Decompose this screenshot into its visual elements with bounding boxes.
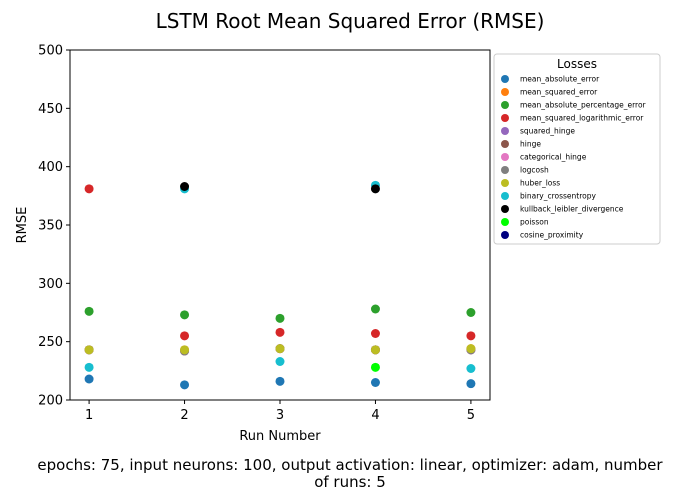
data-point-poisson (370, 362, 380, 372)
x-tick-label: 5 (467, 408, 475, 423)
x-tick-label: 2 (180, 408, 188, 423)
legend-label: kullback_leibler_divergence (520, 205, 624, 214)
legend-box (493, 53, 661, 245)
data-point-binary_crossentropy (466, 364, 476, 373)
data-point-mean_absolute_percentage_error (84, 306, 94, 316)
data-point-mean_squared_logarithmic_error (180, 331, 190, 341)
chart-title: LSTM Root Mean Squared Error (RMSE) (156, 9, 545, 33)
data-point-huber_loss (466, 344, 476, 354)
legend-label: huber_loss (520, 179, 560, 188)
data-point-huber_loss (275, 344, 285, 354)
legend-label: squared_hinge (520, 127, 575, 136)
data-point-mean_absolute_error (370, 378, 380, 387)
caption-line-2: of runs: 5 (314, 473, 386, 491)
legend: Losses mean_absolute_error mean_squared_e… (493, 53, 661, 245)
plot-area: 1 2 3 4 5 200 250 300 350 400 450 500 (38, 44, 491, 423)
caption-line-1: epochs: 75, input neurons: 100, output a… (37, 456, 663, 474)
data-point-huber_loss (180, 345, 190, 355)
y-tick-label: 400 (38, 160, 63, 175)
legend-marker (501, 75, 509, 83)
legend-label: mean_squared_error (520, 88, 598, 97)
legend-marker (501, 166, 509, 174)
legend-label: categorical_hinge (520, 153, 587, 162)
data-point-mean_squared_logarithmic_error (466, 331, 476, 341)
data-points (84, 180, 476, 390)
data-point-mean_absolute_percentage_error (180, 310, 190, 320)
legend-title: Losses (557, 57, 597, 71)
data-point-mean_absolute_percentage_error (275, 313, 285, 323)
legend-marker (501, 218, 509, 226)
axes-frame (69, 49, 491, 401)
y-axis: 200 250 300 350 400 450 500 (38, 44, 70, 409)
data-point-mean_absolute_error (180, 380, 190, 390)
legend-items: mean_absolute_error mean_squared_errormea… (501, 75, 647, 240)
data-point-mean_squared_logarithmic_error (370, 329, 380, 338)
legend-marker (501, 101, 509, 109)
x-tick-label: 3 (276, 408, 284, 423)
legend-marker (501, 205, 509, 213)
y-axis-label: RMSE (15, 207, 30, 244)
data-point-kullback_leibler_divergence (370, 184, 380, 194)
y-tick-label: 300 (38, 277, 63, 292)
legend-label: cosine_proximity (520, 231, 584, 240)
legend-label: mean_absolute_percentage_error (520, 101, 647, 110)
legend-marker (501, 88, 509, 96)
legend-label: mean_absolute_error (520, 75, 600, 84)
data-point-binary_crossentropy (275, 357, 285, 366)
y-tick-label: 250 (38, 335, 63, 350)
legend-marker (501, 153, 509, 161)
legend-marker (501, 179, 509, 187)
legend-label: binary_crossentropy (520, 192, 596, 201)
legend-marker (501, 127, 509, 135)
legend-label: mean_squared_logarithmic_error (520, 114, 644, 123)
data-point-binary_crossentropy (84, 362, 94, 372)
legend-marker (501, 231, 509, 239)
y-tick-label: 450 (38, 102, 63, 117)
data-point-mean_absolute_percentage_error (370, 304, 380, 314)
data-point-kullback_leibler_divergence (180, 182, 190, 191)
x-axis: 1 2 3 4 5 (85, 400, 475, 423)
legend-marker (501, 192, 509, 200)
data-point-mean_squared_logarithmic_error (275, 327, 285, 337)
legend-marker (501, 114, 509, 122)
data-point-mean_squared_logarithmic_error (84, 184, 94, 194)
legend-label: hinge (520, 140, 541, 149)
data-point-huber_loss (84, 345, 94, 355)
x-tick-label: 4 (371, 408, 379, 423)
legend-label: logcosh (520, 166, 549, 175)
data-point-mean_absolute_error (275, 376, 285, 386)
x-axis-label: Run Number (239, 429, 321, 444)
data-point-mean_absolute_error (84, 374, 94, 384)
y-tick-label: 350 (38, 219, 63, 234)
data-point-huber_loss (370, 345, 380, 355)
data-point-mean_absolute_error (466, 379, 476, 389)
x-tick-label: 1 (85, 408, 93, 423)
y-tick-label: 500 (38, 44, 63, 59)
legend-label: poisson (520, 218, 549, 227)
legend-marker (501, 140, 509, 148)
data-point-mean_absolute_percentage_error (466, 308, 476, 317)
y-tick-label: 200 (38, 394, 63, 409)
